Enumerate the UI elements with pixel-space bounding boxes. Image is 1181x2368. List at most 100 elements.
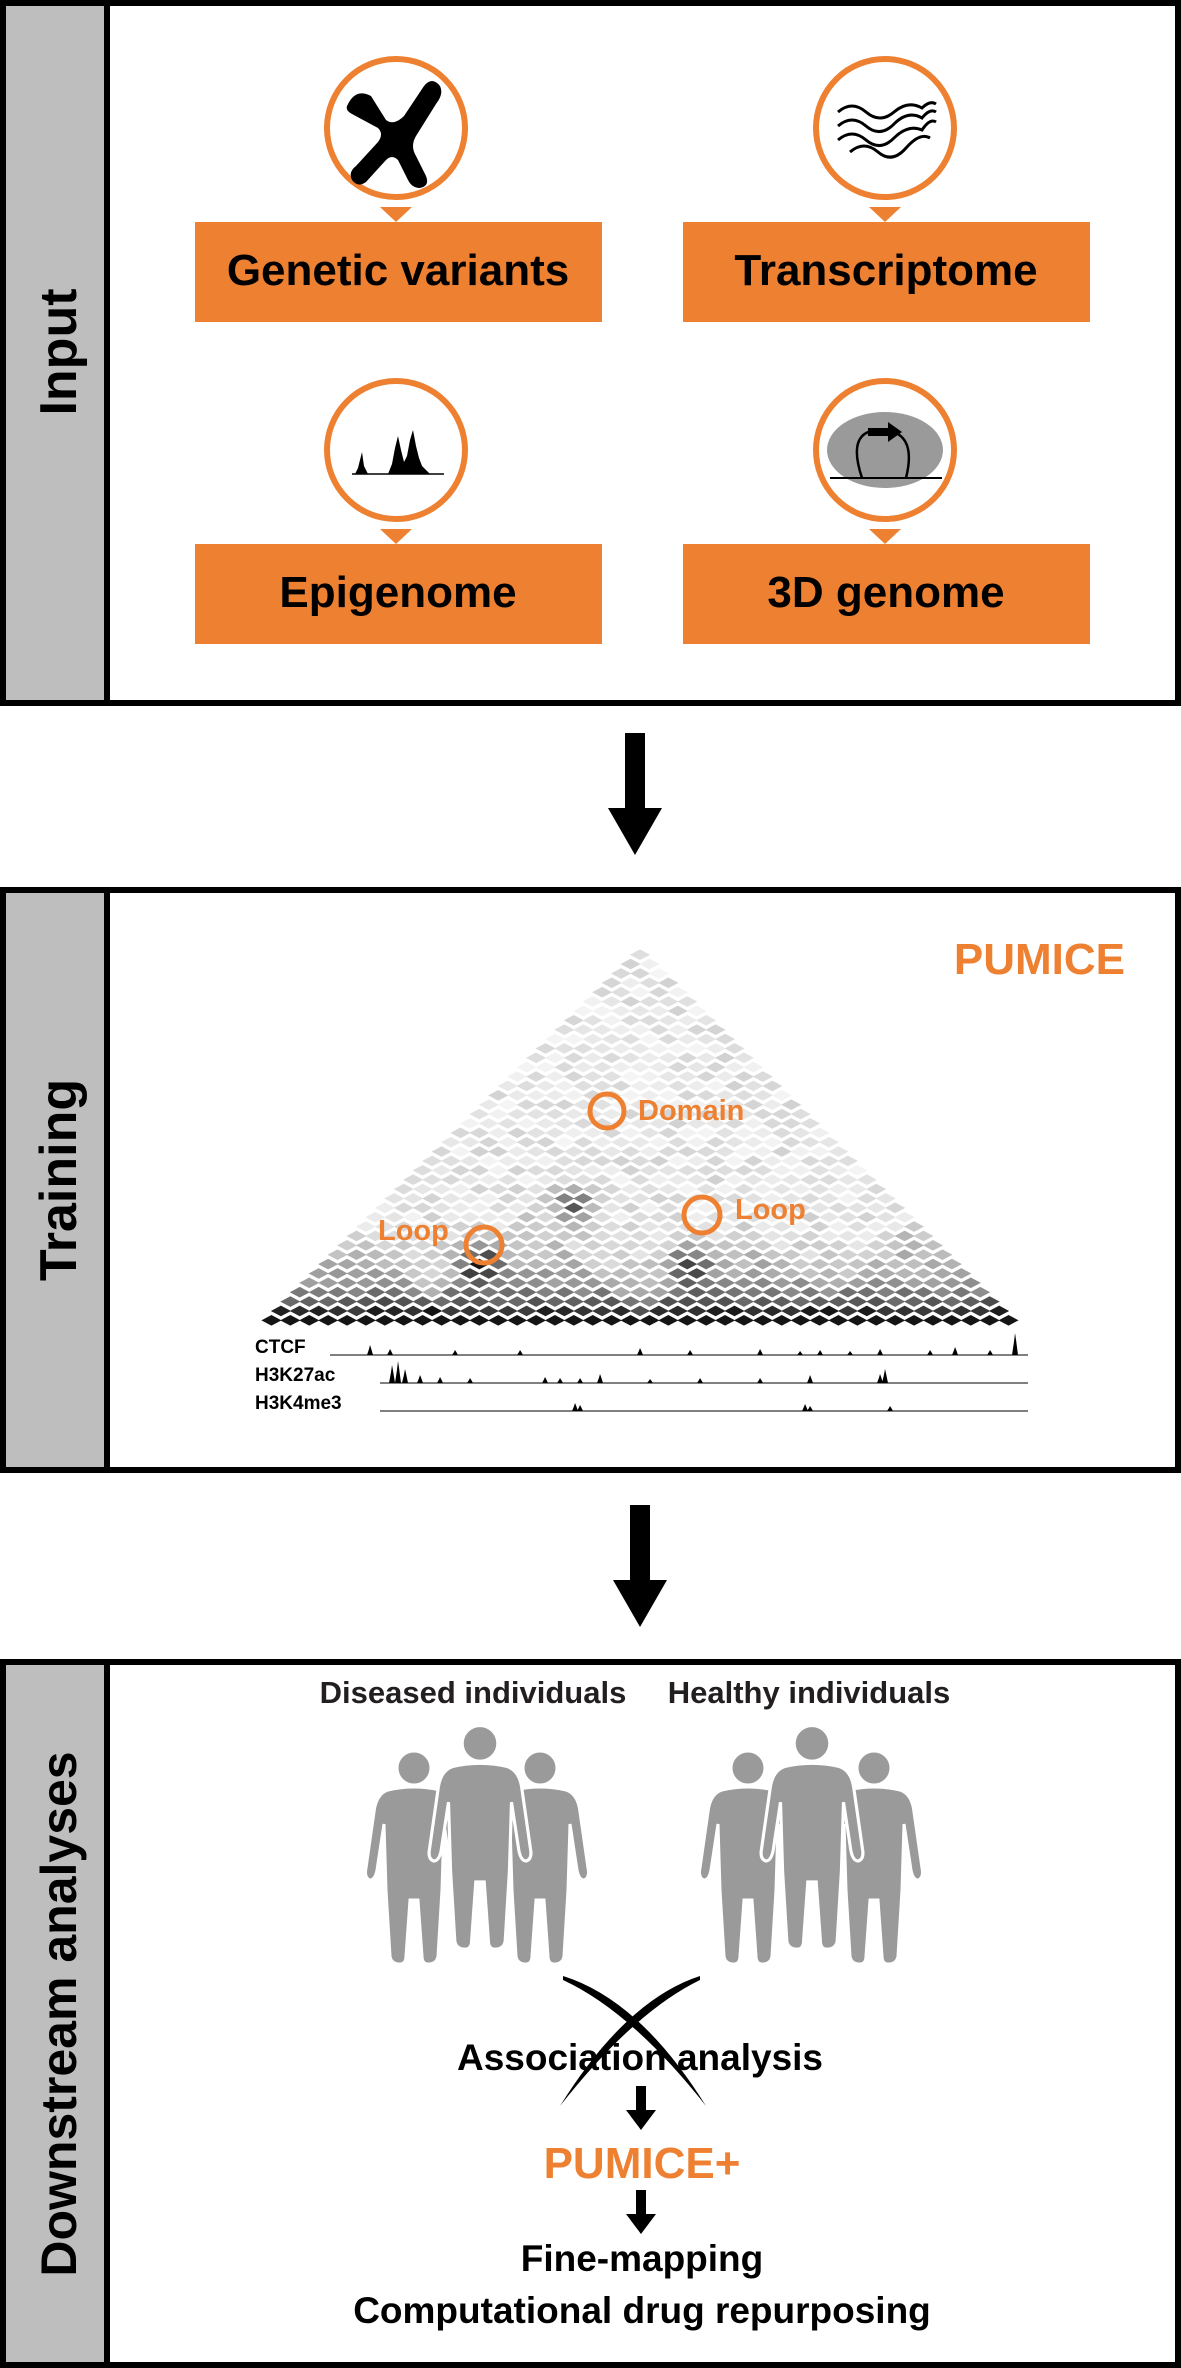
hic-cell — [582, 1071, 603, 1082]
track-peak — [877, 1374, 883, 1383]
hic-cell — [790, 1202, 811, 1214]
hic-cell — [743, 1305, 764, 1317]
hic-cell — [620, 1258, 641, 1270]
annotation-loop-left: Loop — [378, 1215, 505, 1266]
training-sidebar-title: Training — [30, 1079, 88, 1281]
hic-cell — [648, 1080, 669, 1092]
hic-cell — [629, 1305, 651, 1317]
hic-cell — [403, 1286, 424, 1298]
hic-cell — [894, 1305, 915, 1317]
hic-cell — [601, 1033, 622, 1045]
hic-cell — [639, 1165, 660, 1176]
hic-cell — [866, 1277, 887, 1289]
hic-cell — [913, 1268, 934, 1279]
hic-cell — [904, 1315, 925, 1326]
hic-cell — [422, 1305, 443, 1317]
hic-cell — [592, 1155, 613, 1167]
hic-cell — [535, 1080, 556, 1092]
hic-cell — [790, 1296, 811, 1307]
hic-cell — [639, 1240, 660, 1251]
hic-cell — [412, 1277, 433, 1289]
hic-cell — [762, 1230, 783, 1242]
hic-cell — [696, 1240, 717, 1251]
hic-cell — [752, 1277, 773, 1289]
hic-cell — [629, 1268, 651, 1279]
hic-cell — [667, 1024, 688, 1035]
hic-cell — [837, 1155, 858, 1167]
hic-cell — [856, 1230, 877, 1242]
hic-cell — [582, 1033, 603, 1045]
hic-cell — [771, 1258, 792, 1270]
hic-cell — [743, 1286, 764, 1298]
hic-cell — [724, 1305, 745, 1317]
hic-cell — [667, 1136, 688, 1148]
hic-cell — [724, 1155, 745, 1167]
hic-cell — [620, 1296, 641, 1307]
track-peak — [389, 1365, 395, 1383]
hic-cell — [866, 1315, 887, 1326]
hic-cell — [554, 1286, 575, 1298]
hic-cell — [629, 1099, 651, 1110]
downstream-sidebar — [0, 1659, 110, 2368]
hic-cell — [932, 1305, 953, 1317]
hic-cell — [837, 1211, 858, 1223]
hic-cell — [318, 1296, 339, 1307]
hic-cell — [686, 1155, 707, 1167]
hic-cell — [365, 1230, 386, 1242]
hic-cell — [450, 1165, 471, 1176]
hic-cell — [488, 1127, 509, 1139]
hic-cell — [715, 1033, 736, 1045]
hic-cell — [318, 1315, 339, 1326]
hic-cell — [866, 1240, 887, 1251]
track-peak — [952, 1347, 958, 1355]
track-peak — [402, 1369, 408, 1383]
training-panel: Training PUMICE Domain Loop Loop CTCF H3… — [0, 887, 1181, 1473]
track-peak — [637, 1348, 643, 1355]
hic-cell — [979, 1296, 1000, 1307]
hic-cell — [497, 1155, 518, 1167]
hic-cell — [648, 1305, 669, 1317]
hic-cell — [535, 1118, 556, 1129]
hic-cell — [544, 1071, 565, 1082]
track-peak — [572, 1403, 578, 1411]
hic-cell — [724, 1211, 745, 1223]
hic-cell — [592, 1080, 613, 1092]
hic-cell — [393, 1296, 414, 1307]
hic-cell — [261, 1315, 282, 1326]
hic-cell — [516, 1230, 537, 1242]
hic-cell — [686, 1005, 707, 1017]
hic-cell — [818, 1268, 840, 1279]
hic-cell — [677, 1258, 698, 1270]
flow-arrow-2 — [613, 1505, 667, 1627]
hic-cell — [516, 1193, 537, 1204]
hic-cell — [998, 1315, 1019, 1326]
hic-cell — [620, 977, 641, 989]
hic-cell — [686, 1043, 707, 1054]
hic-cell — [611, 1193, 632, 1204]
hic-cell — [535, 1043, 556, 1054]
hic-cell — [762, 1080, 783, 1092]
hic-cell — [629, 1286, 651, 1298]
hic-cell — [422, 1268, 443, 1279]
hic-cell — [365, 1286, 386, 1298]
hic-cell — [620, 1052, 641, 1064]
hic-cell — [639, 1277, 660, 1289]
hic-cell — [856, 1268, 877, 1279]
hic-cell — [488, 1277, 509, 1289]
hic-cell — [715, 1108, 736, 1120]
hic-cell — [743, 1249, 764, 1260]
hic-cell — [818, 1249, 840, 1260]
hic-cell — [733, 1240, 754, 1251]
hic-cell — [667, 1043, 688, 1054]
hic-cell — [507, 1221, 528, 1232]
hic-cell — [582, 1090, 603, 1101]
hic-cell — [384, 1211, 405, 1223]
hic-cell — [629, 1118, 651, 1129]
track-peak — [557, 1378, 563, 1383]
hic-cell — [800, 1268, 821, 1279]
hic-cell — [922, 1277, 943, 1289]
hic-cell — [544, 1202, 565, 1214]
annotation-loop-right-label: Loop — [735, 1194, 806, 1226]
hic-cell — [809, 1240, 830, 1251]
hic-cell — [431, 1221, 452, 1232]
